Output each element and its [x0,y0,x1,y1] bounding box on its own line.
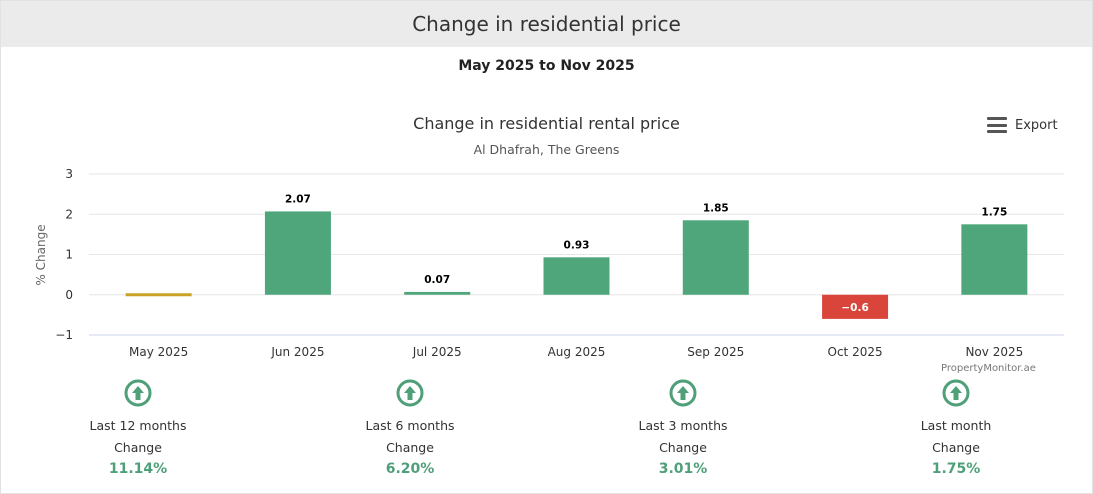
y-tick-label: −1 [55,328,73,342]
data-label: −0.6 [841,302,868,314]
stat-change-label: Change [932,440,980,455]
arrow-up-circle-icon [669,379,697,407]
x-tick-label: Nov 2025 [965,345,1023,359]
data-label: 0.93 [564,239,590,251]
bar [682,220,749,295]
bar-chart: 3 2 1 0 −1 % Change May 2025 2.07 Jun 2025 0.07 Ju… [34,167,1064,359]
chart-title: Change in residential rental price [413,114,680,133]
stat-value: 3.01% [658,461,708,477]
stat-last-12-months: Last 12 months Change 11.14% [48,377,228,477]
x-tick-label: Jul 2025 [412,345,462,359]
bar [125,293,192,297]
stat-value: 6.20% [385,461,435,477]
y-tick-label: 1 [65,248,73,262]
data-label: 0.07 [424,274,450,286]
x-tick-label: Oct 2025 [828,345,883,359]
stat-value: 1.75% [931,461,981,477]
arrow-up-circle-icon [396,379,424,407]
x-tick-label: Aug 2025 [548,345,606,359]
stat-last-3-months: Last 3 months Change 3.01% [593,377,773,477]
panel-title: Change in residential price [1,1,1092,47]
x-tick-label: May 2025 [129,345,188,359]
x-tick-label: Sep 2025 [687,345,744,359]
export-label: Export [1015,117,1058,133]
y-axis-label: % Change [34,224,48,285]
credit-text: PropertyMonitor.ae [941,363,1036,374]
stat-last-6-months: Last 6 months Change 6.20% [320,377,500,477]
y-tick-label: 3 [65,167,73,181]
stat-period: Last 12 months [89,418,187,433]
data-label: 1.85 [703,202,729,214]
period-label: May 2025 to Nov 2025 [458,58,635,74]
bar [822,294,889,319]
arrow-up-circle-icon [942,379,970,407]
stat-change-label: Change [386,440,434,455]
stat-change-label: Change [659,440,707,455]
stat-period: Last 3 months [638,418,728,433]
bar [404,291,471,295]
menu-icon [987,117,1007,133]
stat-period: Last month [920,418,992,433]
y-tick-label: 2 [65,207,73,221]
chart-subtitle: Al Dhafrah, The Greens [473,142,620,157]
export-button[interactable]: Export [987,117,1058,133]
bar [961,224,1028,295]
summary-stats: Last 12 months Change 11.14% Last 6 mont… [1,377,1093,487]
arrow-up-circle-icon [124,379,152,407]
x-tick-label: Jun 2025 [270,345,324,359]
stat-last-month: Last month Change 1.75% [866,377,1046,477]
y-tick-label: 0 [65,288,73,302]
stat-period: Last 6 months [365,418,455,433]
data-label: 2.07 [285,193,311,205]
stat-change-label: Change [114,440,162,455]
bar [264,211,331,295]
data-label: 1.75 [981,206,1007,218]
bar [543,257,610,295]
stat-value: 11.14% [108,461,168,477]
